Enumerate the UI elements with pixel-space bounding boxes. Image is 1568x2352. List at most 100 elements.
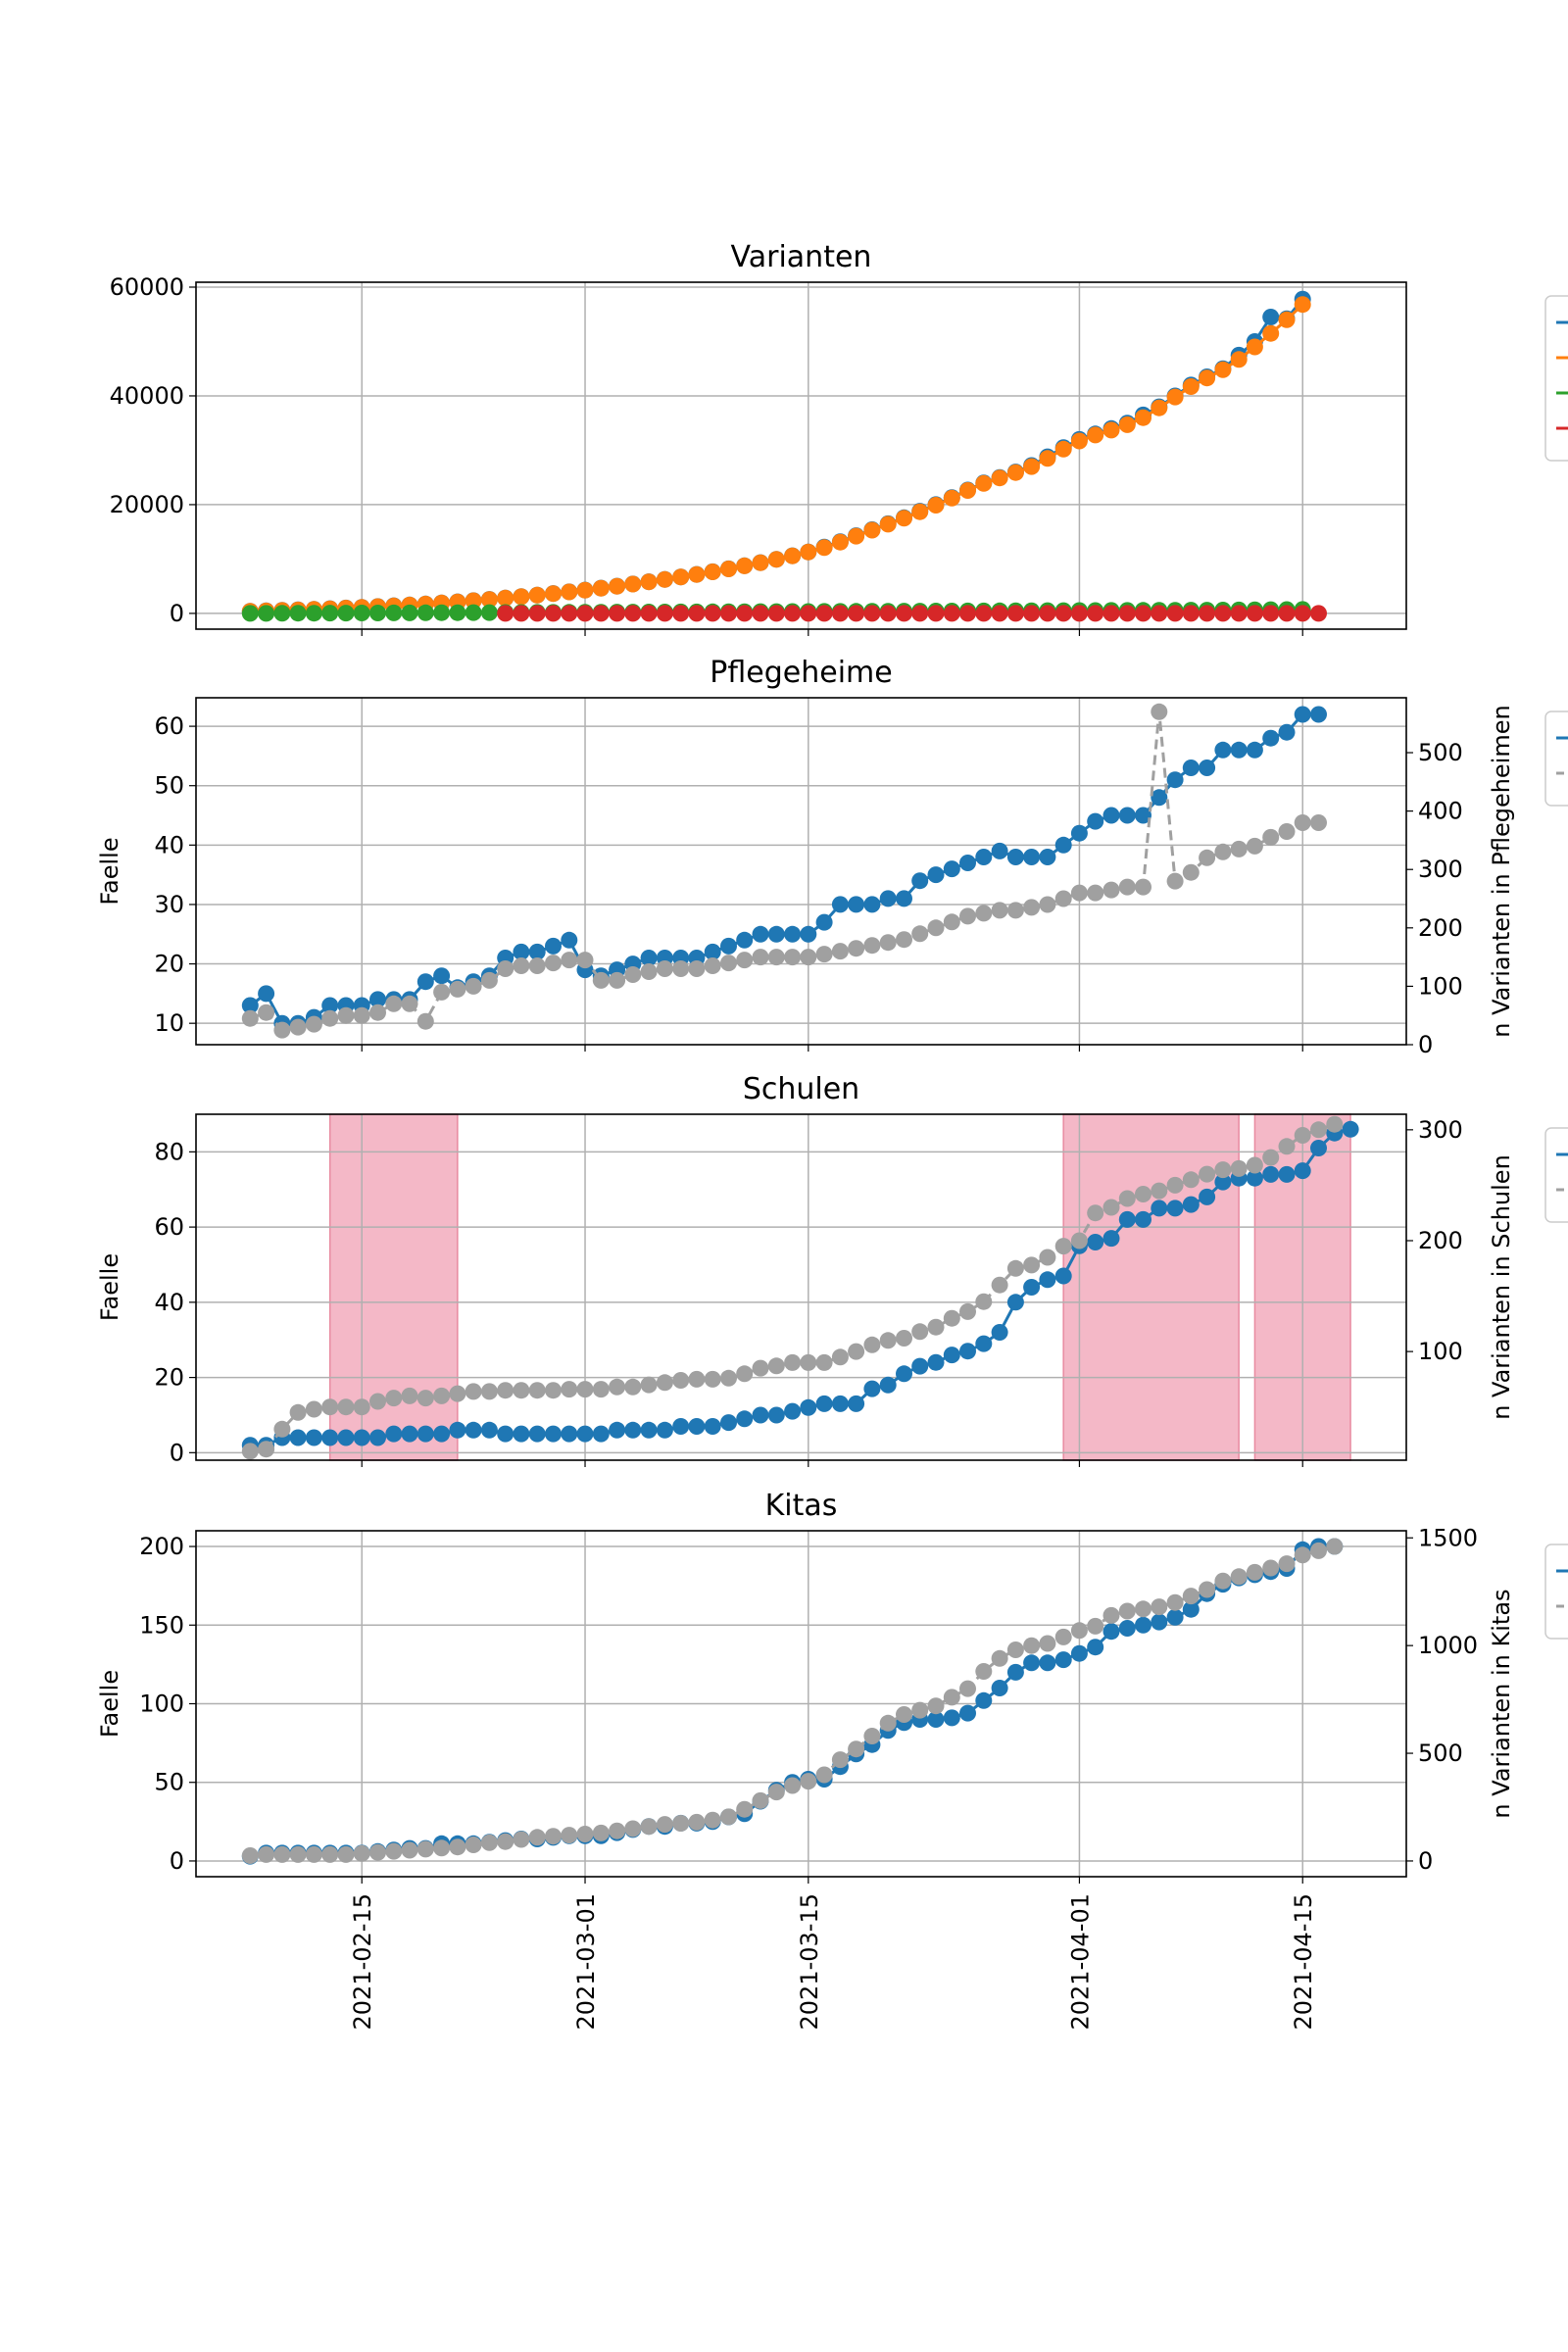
data-point — [975, 605, 993, 622]
data-point — [752, 554, 769, 571]
data-point — [1023, 1654, 1041, 1672]
y-tick-label: 50 — [154, 1769, 184, 1796]
data-point — [289, 1429, 307, 1446]
data-point — [241, 1443, 259, 1460]
data-point — [1102, 1623, 1120, 1641]
data-point — [353, 1844, 370, 1862]
data-point — [1326, 1115, 1344, 1133]
data-point — [624, 1378, 642, 1396]
data-point — [1166, 1200, 1184, 1217]
data-point — [369, 605, 386, 621]
data-point — [561, 931, 578, 949]
data-point — [1182, 863, 1200, 881]
data-point — [576, 1826, 594, 1842]
data-point — [592, 579, 610, 597]
data-point — [1199, 760, 1216, 776]
data-point — [528, 1425, 546, 1443]
data-point — [1199, 1165, 1216, 1183]
data-point — [815, 913, 833, 931]
data-point — [609, 1421, 626, 1439]
data-point — [1246, 1563, 1263, 1581]
data-point — [831, 943, 849, 960]
data-point — [561, 952, 578, 969]
data-point — [1166, 771, 1184, 789]
data-point — [959, 855, 976, 871]
data-point — [1135, 1210, 1152, 1228]
data-point — [800, 543, 817, 561]
data-point — [401, 1425, 418, 1443]
data-point — [1326, 1538, 1344, 1555]
data-point — [258, 1441, 275, 1458]
data-point — [879, 1332, 897, 1349]
y-tick-label: 40 — [154, 1289, 184, 1316]
data-point — [879, 605, 897, 622]
data-point — [1166, 1176, 1184, 1194]
data-point — [784, 949, 802, 966]
legend-box — [1544, 1127, 1568, 1223]
data-point — [959, 907, 976, 925]
data-point — [401, 604, 418, 621]
data-point — [385, 1390, 403, 1407]
data-point — [1262, 605, 1280, 622]
data-point — [258, 605, 275, 622]
data-point — [241, 605, 259, 622]
y2-tick-label: 200 — [1418, 914, 1463, 942]
data-point — [369, 1843, 386, 1861]
data-point — [401, 1841, 418, 1859]
plot-frame — [195, 281, 1407, 630]
data-point — [911, 925, 929, 943]
data-point — [1118, 1620, 1136, 1637]
data-point — [943, 1709, 960, 1727]
data-point — [337, 1398, 355, 1416]
data-point — [1087, 605, 1104, 622]
data-point — [321, 997, 339, 1014]
data-point — [449, 1385, 466, 1402]
data-point — [720, 1414, 737, 1432]
data-point — [241, 1009, 259, 1027]
data-point — [1039, 849, 1056, 865]
data-point — [1023, 1637, 1041, 1654]
data-point — [1199, 1581, 1216, 1598]
data-point — [561, 605, 578, 622]
data-point — [449, 1421, 466, 1439]
data-point — [959, 605, 976, 622]
data-point — [497, 1382, 514, 1399]
data-point — [289, 1845, 307, 1863]
data-point — [353, 1398, 370, 1416]
data-point — [1310, 1140, 1327, 1156]
data-point — [767, 925, 785, 943]
data-point — [497, 605, 514, 622]
data-point — [831, 1395, 849, 1412]
data-point — [784, 925, 802, 943]
data-point — [465, 592, 482, 610]
data-point — [1135, 878, 1152, 896]
data-point — [1214, 1161, 1232, 1179]
data-point — [848, 1740, 865, 1758]
data-point — [1006, 1663, 1024, 1681]
data-point — [449, 604, 466, 621]
data-point — [528, 1829, 546, 1846]
y2-axis-label: n Varianten in Kitas — [1488, 1589, 1515, 1818]
data-point — [624, 1421, 642, 1439]
data-point — [688, 1813, 706, 1831]
data-point — [1214, 1572, 1232, 1590]
data-point — [401, 1387, 418, 1404]
data-point — [815, 605, 833, 622]
data-point — [592, 1381, 610, 1398]
y-tick-label: 20 — [154, 951, 184, 978]
data-point — [385, 995, 403, 1012]
data-point — [1023, 458, 1041, 475]
data-point — [927, 1697, 945, 1715]
y2-tick-label: 200 — [1418, 1227, 1463, 1254]
data-point — [784, 547, 802, 564]
data-point — [1087, 1234, 1104, 1250]
data-point — [1054, 605, 1072, 622]
data-point — [1262, 1559, 1280, 1577]
data-point — [1102, 1230, 1120, 1248]
data-point — [1294, 1546, 1311, 1564]
data-point — [943, 913, 960, 931]
data-point — [1039, 605, 1056, 622]
data-point — [736, 952, 754, 969]
data-point — [656, 1816, 673, 1834]
